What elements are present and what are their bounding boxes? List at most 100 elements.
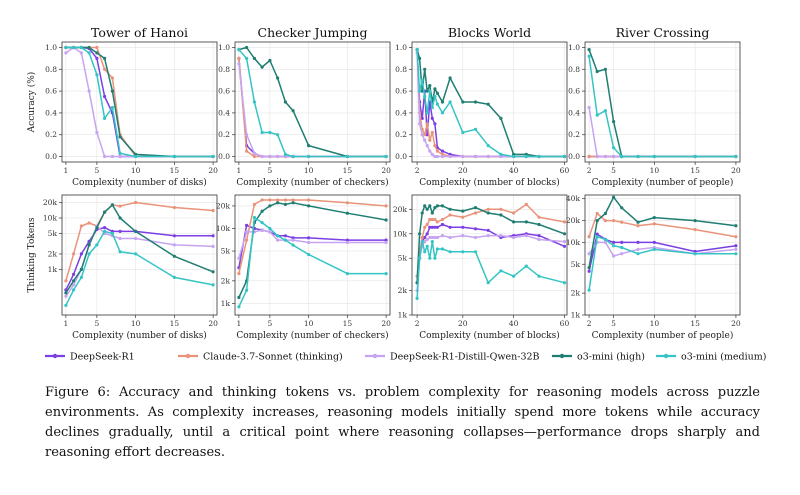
data-point <box>652 240 656 244</box>
x-tick-label: 15 <box>170 166 180 175</box>
series-line <box>588 107 736 158</box>
data-point <box>268 58 272 63</box>
data-point <box>134 229 138 233</box>
data-point <box>418 122 422 126</box>
y-tick-label: 20k <box>43 198 58 207</box>
legend-label: DeepSeek-R1-Distill-Qwen-32B <box>390 352 540 363</box>
data-point <box>72 279 76 283</box>
data-point <box>268 230 272 234</box>
data-point <box>103 67 107 71</box>
data-point <box>268 154 272 159</box>
data-point <box>524 234 528 238</box>
data-point <box>252 100 256 104</box>
data-point <box>307 252 311 257</box>
data-point <box>587 269 591 273</box>
data-point <box>237 295 241 300</box>
y-axis-label: Thinking Tokens <box>27 217 37 293</box>
data-point <box>64 294 68 298</box>
data-point <box>384 154 388 159</box>
data-point <box>291 154 295 159</box>
data-point <box>291 201 295 205</box>
data-point <box>435 154 439 159</box>
data-point <box>418 232 422 236</box>
series-line <box>588 49 736 158</box>
data-point <box>448 76 452 80</box>
data-point <box>283 152 287 156</box>
panel-accuracy-4: 2 5 10 15 20 0.0 0.2 0.4 0.6 0.8 1.0 River Crossing… <box>568 25 741 188</box>
data-point <box>79 51 83 55</box>
data-point <box>110 231 114 236</box>
data-point <box>428 149 432 153</box>
data-point <box>652 222 656 226</box>
series-o3-mini-medium <box>587 54 738 159</box>
data-point <box>587 235 591 239</box>
data-point <box>425 232 429 236</box>
data-point <box>425 133 429 137</box>
data-point <box>511 154 516 159</box>
series-line <box>65 46 214 158</box>
data-point <box>428 235 432 240</box>
x-tick-label: 1 <box>63 319 68 328</box>
data-point <box>734 235 738 239</box>
data-point <box>95 51 99 55</box>
data-point <box>537 215 541 219</box>
data-point <box>537 274 541 278</box>
x-axis-label: Complexity (number of disks) <box>72 177 207 188</box>
data-point <box>72 252 76 256</box>
data-point <box>433 122 437 126</box>
data-point <box>433 217 437 222</box>
data-point <box>268 198 272 202</box>
data-point <box>103 94 107 99</box>
data-point <box>612 219 616 223</box>
data-point <box>435 149 439 153</box>
data-point <box>260 198 264 202</box>
x-tick-label: 15 <box>690 166 700 175</box>
series-line <box>416 240 565 299</box>
data-point <box>423 240 427 244</box>
series-line <box>416 49 565 158</box>
data-point <box>103 229 107 233</box>
data-point <box>486 281 490 285</box>
data-point <box>587 48 591 52</box>
y-tick-label: 1k <box>221 299 231 308</box>
x-tick-label: 10 <box>131 319 141 328</box>
data-point <box>425 237 429 242</box>
series-o3-mini-high <box>64 203 215 295</box>
panel-tokens-4: 2 5 10 15 20 1k 2k 5k 10k 20k 40k Complexity (numbe… <box>566 194 741 341</box>
panel-accuracy-3: 2 20 40 60 0.0 0.2 0.4 0.6 0.8 1.0 Blocks World Com… <box>395 25 569 188</box>
x-tick-label: 15 <box>343 319 353 328</box>
data-point <box>511 235 516 240</box>
data-point <box>524 220 528 224</box>
data-point <box>537 154 541 159</box>
data-point <box>693 154 697 159</box>
data-point <box>260 65 264 69</box>
y-tick-label: 20k <box>393 205 408 214</box>
data-point <box>420 240 424 244</box>
data-point <box>499 116 503 120</box>
data-point <box>603 154 608 159</box>
data-point <box>440 154 445 159</box>
y-axis-label: Accuracy (%) <box>26 72 37 134</box>
data-point <box>95 130 99 135</box>
panel-tokens-3: 2 20 40 60 1k 2k 5k 10k 20k Complexity (number of… <box>393 194 569 341</box>
data-point <box>110 203 114 207</box>
data-point <box>435 204 439 208</box>
data-point <box>423 133 427 137</box>
y-tick-label: 0.4 <box>45 108 57 117</box>
x-tick-label: 60 <box>560 166 570 175</box>
data-point <box>384 238 388 242</box>
y-tick-label: 1k <box>398 311 408 320</box>
data-point <box>486 207 490 211</box>
data-point <box>245 56 249 61</box>
series-o3-mini-high <box>587 48 738 159</box>
x-tick-label: 2 <box>415 319 420 328</box>
data-point <box>118 250 122 254</box>
data-point <box>473 235 478 240</box>
data-point <box>110 105 114 110</box>
x-tick-label: 1 <box>236 319 241 328</box>
data-point <box>693 219 697 223</box>
data-point <box>420 211 424 215</box>
series-deepseek-r1-distill-qwen-32b <box>415 234 567 293</box>
